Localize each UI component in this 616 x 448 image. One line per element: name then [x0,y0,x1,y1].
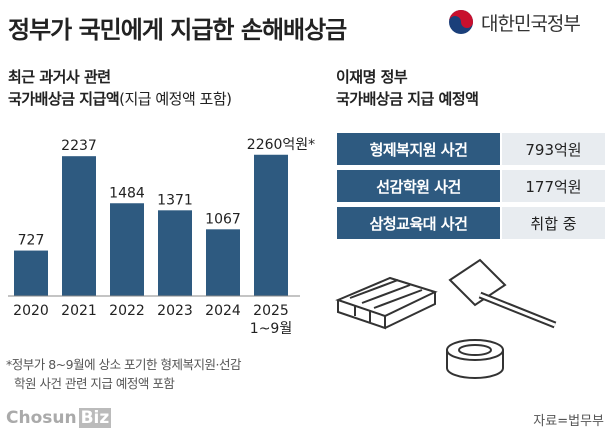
footnote-line2: 학원 사건 관련 지급 예정액 포함 [14,376,175,391]
brand-part1: Chosun [6,408,77,428]
bar [62,156,96,296]
category-label: 2025 [253,303,289,319]
case-name: 형제복지원 사건 [337,133,500,165]
case-amount: 취합 중 [502,207,605,239]
value-label: 1484 [109,185,145,201]
case-row: 삼청교육대 사건 취합 중 [337,207,605,239]
bar [158,210,192,296]
page-title: 정부가 국민에게 지급한 손해배상금 [8,16,347,44]
table-subtitle: 이재명 정부 국가배상금 지급 예정액 [336,66,479,110]
value-label: 2260억원* [247,137,315,153]
source-credit: 자료=법무부 [533,414,604,429]
case-amount: 177억원 [502,170,605,202]
bar-chart: 727 2020 2237 2021 1484 2022 1371 2023 1067 2024 2… [8,137,315,337]
case-row: 선감학원 사건 177억원 [337,170,605,202]
footnote-line1: *정부가 8~9월에 상소 포기한 형제복지원·선감 [6,357,242,372]
bar [254,154,288,296]
category-label: 2024 [205,303,241,319]
category-sublabel: 1~9월 [250,321,292,337]
case-row: 형제복지원 사건 793억원 [337,133,605,165]
chart-subtitle-light: (지급 예정액 포함) [119,90,232,108]
category-label: 2022 [109,303,145,319]
value-label: 2237 [61,138,97,154]
bar [110,203,144,296]
case-name: 삼청교육대 사건 [337,207,500,239]
taegeuk-icon [449,10,473,34]
chart-subtitle-line1: 최근 과거사 관련 [8,68,111,86]
footnote: *정부가 8~9월에 상소 포기한 형제복지원·선감 학원 사건 관련 지급 예… [6,355,242,393]
value-label: 727 [18,233,45,249]
value-label: 1067 [205,211,241,227]
case-amount: 793억원 [502,133,605,165]
table-subtitle-line2: 국가배상금 지급 예정액 [336,90,479,108]
category-label: 2023 [157,303,193,319]
table-subtitle-line1: 이재명 정부 [336,68,408,86]
bar [14,250,48,296]
category-label: 2021 [61,303,97,319]
brand-logo: Chosun Biz [6,408,112,428]
government-logo-text: 대한민국정부 [481,12,581,35]
bar [206,229,240,296]
brand-part2: Biz [78,408,112,428]
gavel-illustration [335,258,557,379]
category-label: 2020 [13,303,49,319]
case-name: 선감학원 사건 [337,170,500,202]
government-logo: 대한민국정부 [447,8,581,36]
chart-subtitle-bold: 국가배상금 지급액 [8,90,120,108]
chart-subtitle: 최근 과거사 관련 국가배상금 지급액(지급 예정액 포함) [8,66,232,110]
value-label: 1371 [157,192,193,208]
